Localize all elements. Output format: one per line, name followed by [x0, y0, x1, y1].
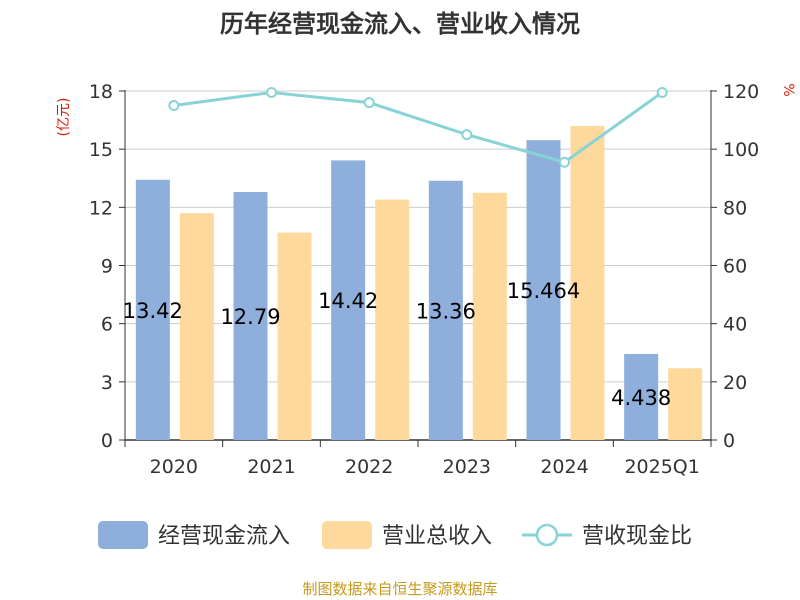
- y-right-tick-label: 60: [723, 256, 747, 278]
- x-tick-label: 2024: [540, 456, 588, 478]
- bar-data-label: 14.42: [318, 289, 378, 313]
- legend-label-revenue: 营业总收入: [382, 524, 492, 549]
- y-right-tick-label: 20: [723, 372, 747, 394]
- legend-label-ratio: 营收现金比: [582, 524, 692, 549]
- y-right-tick-label: 0: [723, 430, 735, 452]
- y-left-tick-label: 12: [89, 197, 113, 219]
- axes: 0 3 6 9 12 15 18 0 20 40 60 80 100 120 2020 2021 2022 202…: [89, 81, 759, 478]
- gridlines: [125, 90, 711, 383]
- bar-revenue: [277, 232, 312, 440]
- y-left-tick-label: 6: [101, 314, 113, 336]
- legend: 经营现金流入 营业总收入 营收现金比: [98, 521, 692, 549]
- bar-revenue: [668, 368, 703, 440]
- legend-swatch-revenue: [322, 521, 372, 549]
- y-right-tick-label: 80: [723, 197, 747, 219]
- legend-label-cash-inflow: 经营现金流入: [158, 524, 290, 549]
- y-right-tick-label: 40: [723, 314, 747, 336]
- y-left-tick-label: 15: [89, 139, 113, 161]
- bar-cash-inflow: [526, 140, 561, 440]
- bar-cash-inflow: [331, 160, 366, 440]
- x-tick-label: 2025Q1: [624, 456, 699, 478]
- y-right-tick-label: 100: [723, 139, 759, 161]
- y-left-unit: (亿元): [56, 98, 72, 137]
- bar-data-label: 4.438: [611, 386, 671, 410]
- y-left-tick-label: 18: [89, 81, 113, 103]
- bar-cash-inflow: [233, 191, 268, 440]
- bars: [135, 125, 703, 441]
- x-tick-label: 2021: [247, 456, 295, 478]
- bar-revenue: [375, 199, 410, 440]
- ratio-point: [363, 97, 375, 109]
- x-tick-label: 2022: [345, 456, 393, 478]
- x-tick-label: 2020: [150, 456, 198, 478]
- y-left-tick-label: 3: [101, 372, 113, 394]
- y-left-tick-label: 0: [101, 430, 113, 452]
- bar-revenue: [179, 213, 214, 440]
- bar-data-label: 15.464: [507, 279, 580, 303]
- bar-cash-inflow: [624, 353, 659, 440]
- bar-revenue: [570, 125, 605, 441]
- bar-data-label: 13.42: [123, 299, 183, 323]
- bar-cash-inflow: [135, 179, 170, 440]
- ratio-point: [266, 86, 277, 98]
- bar-data-label: 12.79: [220, 305, 280, 329]
- y-right-unit: %: [780, 83, 796, 96]
- bar-data-label: 13.36: [416, 299, 476, 323]
- y-right-tick-label: 120: [723, 81, 759, 103]
- ratio-line: [168, 86, 668, 168]
- ratio-polyline: [173, 90, 664, 164]
- ratio-point: [168, 100, 180, 112]
- legend-swatch-ratio-marker: [535, 523, 559, 547]
- bar-cash-inflow: [428, 180, 463, 440]
- legend-swatch-cash-inflow: [98, 521, 148, 549]
- chart-title: 历年经营现金流入、营业收入情况: [220, 10, 580, 38]
- y-left-tick-label: 9: [101, 256, 113, 278]
- x-tick-label: 2023: [443, 456, 491, 478]
- ratio-point: [461, 129, 473, 141]
- ratio-point: [656, 86, 668, 98]
- ratio-point: [559, 156, 570, 168]
- bar-labels: 13.42 12.79 14.42 13.36 15.464 4.438: [123, 279, 671, 410]
- bar-revenue: [472, 192, 507, 440]
- source-note: 制图数据来自恒生聚源数据库: [302, 580, 497, 598]
